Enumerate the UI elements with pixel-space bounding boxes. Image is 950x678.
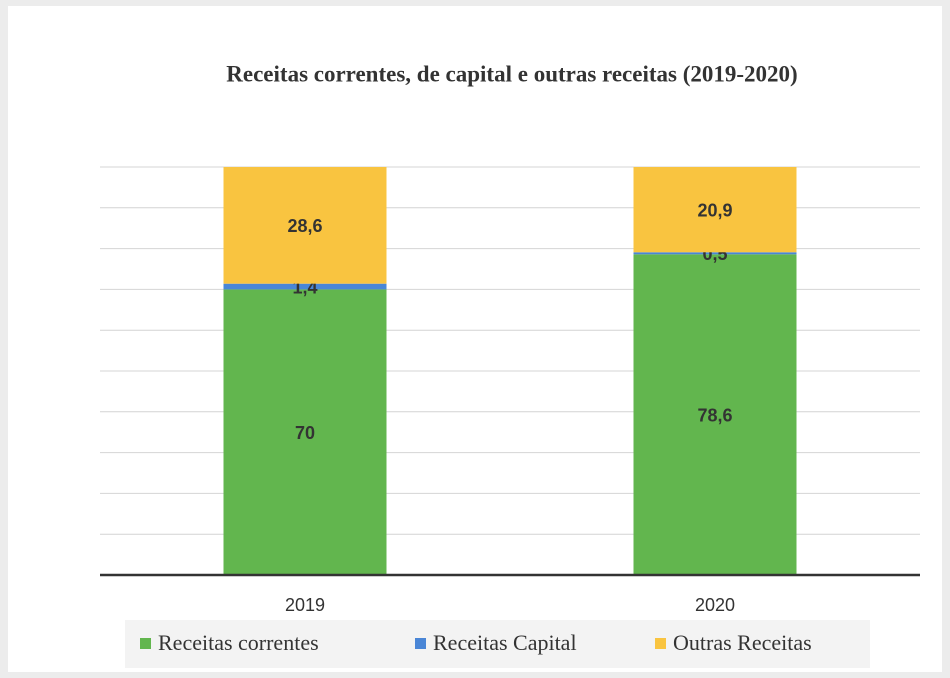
- legend-swatch: [415, 638, 426, 649]
- legend-swatch: [140, 638, 151, 649]
- legend-label: Receitas correntes: [158, 630, 319, 655]
- chart-background: [8, 6, 942, 672]
- bar-segment: [633, 167, 797, 253]
- chart-title: Receitas correntes, de capital e outras …: [226, 61, 797, 86]
- bar-segment: [633, 254, 797, 575]
- bar-segment: [223, 167, 387, 284]
- data-label: 78,6: [697, 405, 732, 425]
- x-tick-label: 2019: [285, 595, 325, 615]
- data-label: 20,9: [697, 200, 732, 220]
- x-tick-label: 2020: [695, 595, 735, 615]
- data-label: 28,6: [287, 216, 322, 236]
- bar-segment: [223, 283, 387, 290]
- bar-segment: [223, 289, 387, 575]
- legend-label: Receitas Capital: [433, 630, 577, 655]
- data-label: 70: [295, 423, 315, 443]
- legend-swatch: [655, 638, 666, 649]
- legend-background: [125, 620, 870, 668]
- legend-label: Outras Receitas: [673, 630, 812, 655]
- bar-segment: [633, 252, 797, 255]
